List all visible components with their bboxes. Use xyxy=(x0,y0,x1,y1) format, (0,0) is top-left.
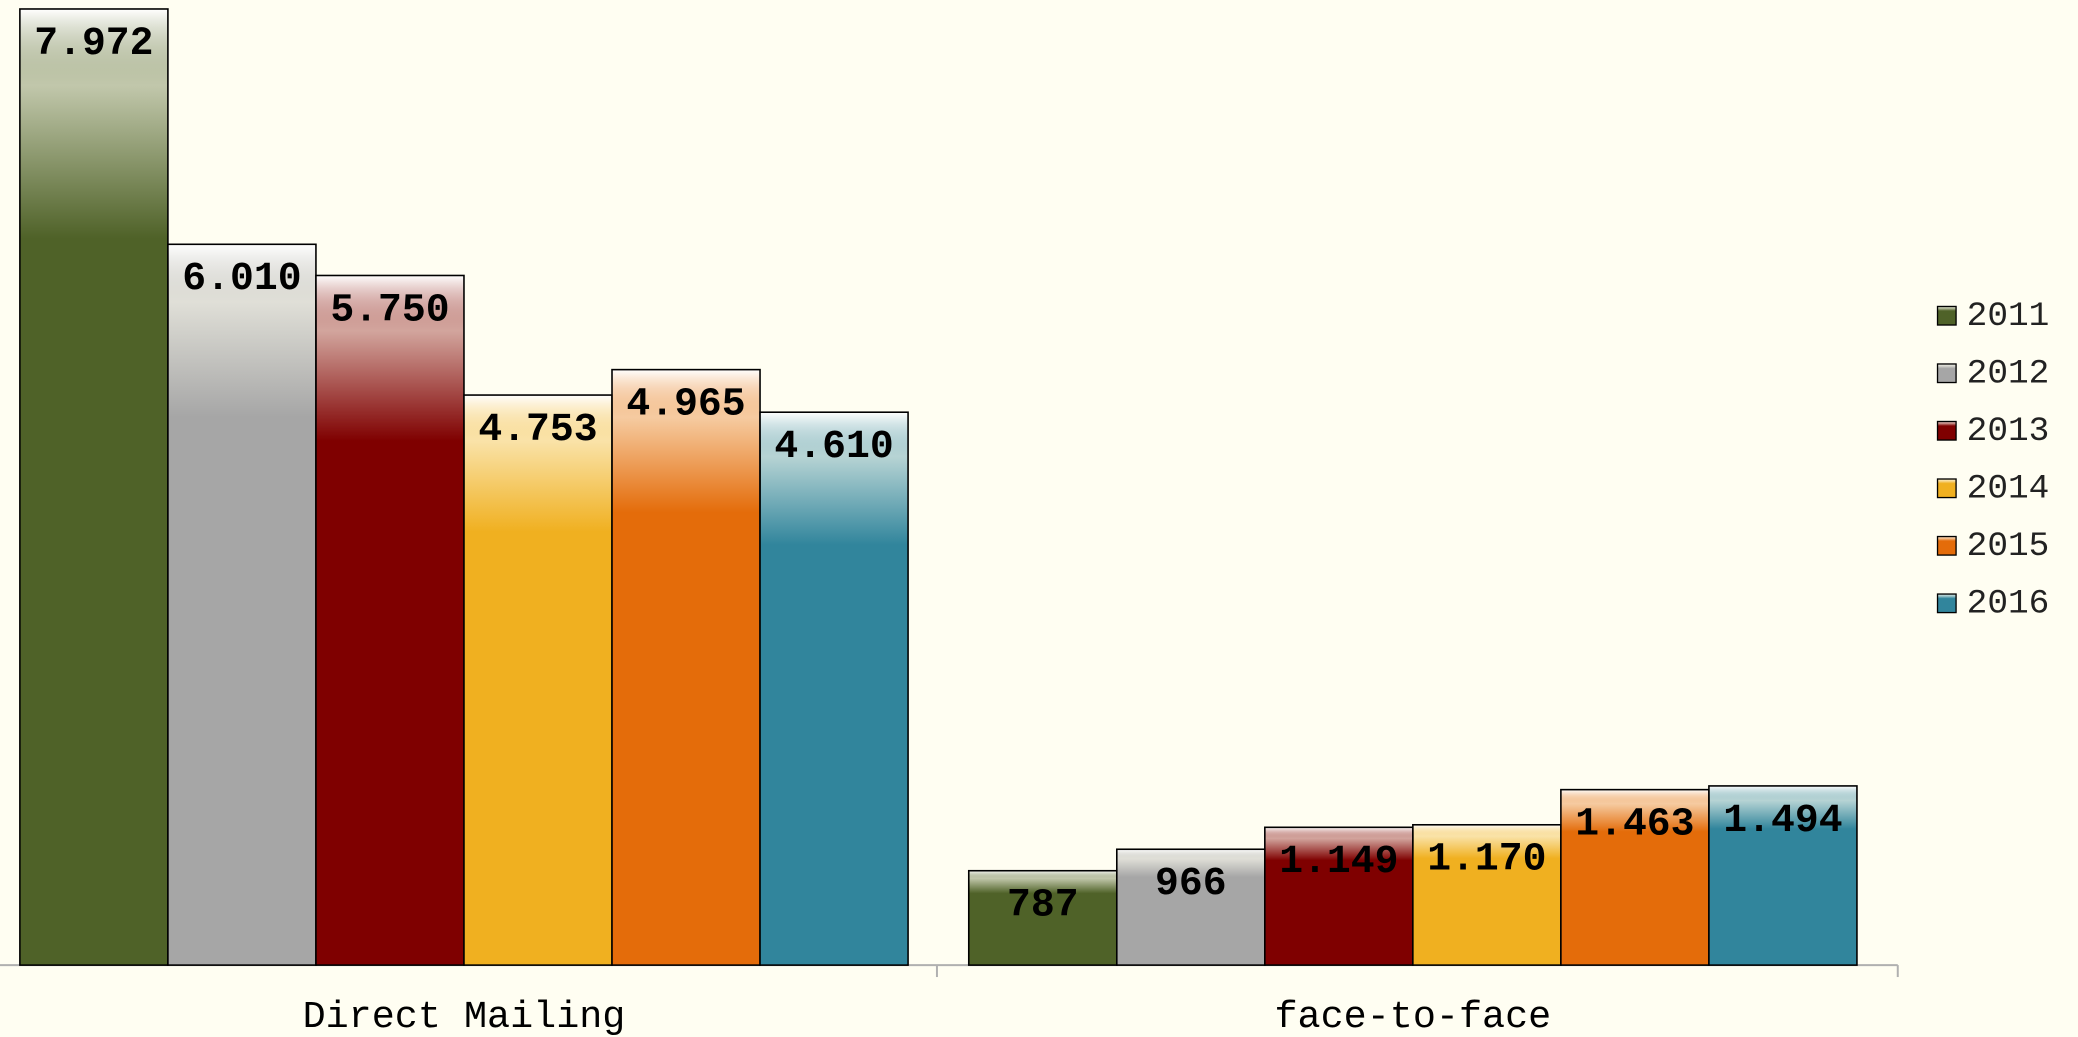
legend-label: 2012 xyxy=(1967,354,2050,393)
x-tick-label: Direct Mailing xyxy=(303,995,626,1037)
legend-swatch xyxy=(1936,593,1957,614)
legend-swatch xyxy=(1936,535,1957,556)
legend-label: 2013 xyxy=(1967,412,2050,451)
data-label: 1.494 xyxy=(1723,798,1842,843)
legend-swatch xyxy=(1936,363,1957,384)
bar xyxy=(611,368,761,966)
legend-swatch xyxy=(1936,420,1957,441)
data-label: 7.972 xyxy=(34,21,153,66)
bar xyxy=(967,869,1118,966)
bar xyxy=(315,274,465,966)
data-label: 1.170 xyxy=(1427,837,1546,882)
x-tick-label: face-to-face xyxy=(1275,995,1552,1037)
data-label: 4.753 xyxy=(478,407,597,452)
legend-label: 2011 xyxy=(1967,297,2050,336)
bar xyxy=(1560,788,1710,966)
data-label: 4.965 xyxy=(626,382,745,427)
bar xyxy=(463,394,613,966)
legend-label: 2014 xyxy=(1967,469,2050,508)
bar xyxy=(19,8,169,966)
data-label: 966 xyxy=(1155,861,1227,906)
legend-swatch xyxy=(1936,478,1957,499)
legend-label: 2015 xyxy=(1967,527,2050,566)
data-label: 1.149 xyxy=(1279,839,1398,884)
data-label: 4.610 xyxy=(774,424,893,469)
legend-swatch xyxy=(1936,305,1957,326)
bar xyxy=(759,411,909,966)
data-label: 6.010 xyxy=(182,256,301,301)
data-label: 787 xyxy=(1007,883,1079,928)
bar xyxy=(1412,823,1562,966)
legend-label: 2016 xyxy=(1967,584,2050,623)
data-label: 1.463 xyxy=(1575,802,1694,847)
bar xyxy=(167,243,317,966)
data-label: 5.750 xyxy=(330,287,449,332)
bar xyxy=(1708,785,1858,966)
